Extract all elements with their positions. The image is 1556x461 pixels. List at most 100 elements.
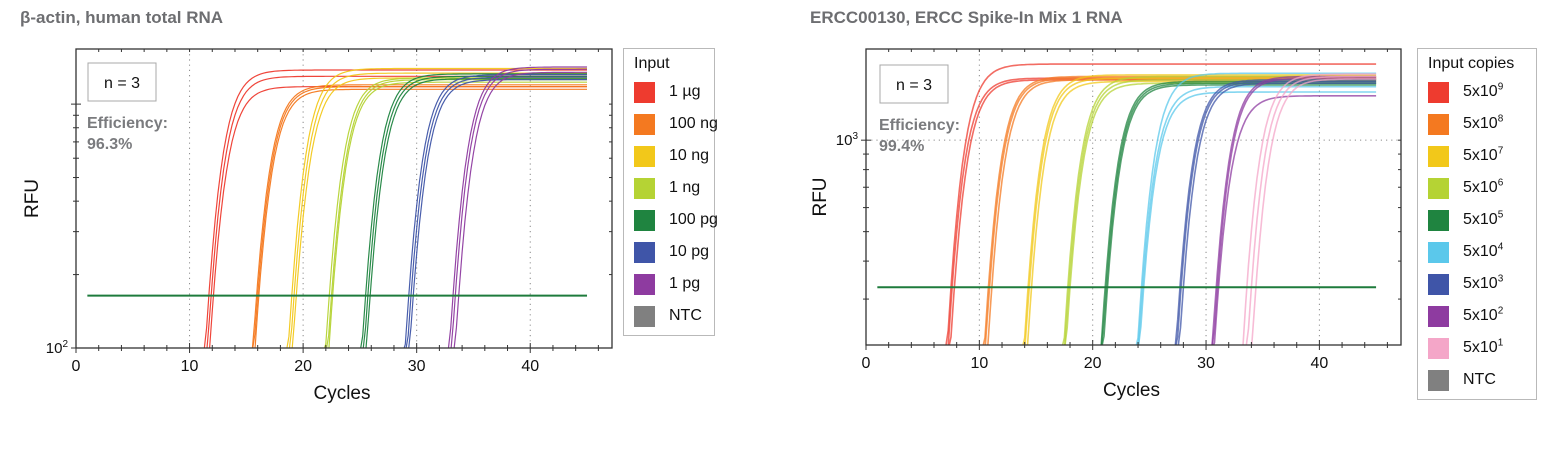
amplification-curve (1245, 75, 1377, 345)
legend-item: 1 pg (634, 268, 704, 300)
legend-item: 100 ng (634, 108, 718, 140)
legend-label: 5x103 (1463, 273, 1504, 292)
legend-swatch (634, 177, 655, 199)
amplification-curve (405, 76, 587, 348)
legend-item: 5x106 (1428, 172, 1526, 204)
amplification-curve (288, 72, 587, 348)
legend-label: 5x104 (1463, 241, 1504, 260)
x-tick-label: 0 (862, 355, 871, 372)
legend-item: 1 ng (634, 172, 704, 204)
amplification-curve (1137, 85, 1377, 345)
curves-group (945, 63, 1377, 345)
right-chart-title: ERCC00130, ERCC Spike-In Mix 1 RNA (810, 8, 1123, 27)
legend-item: 5x108 (1428, 108, 1526, 140)
left-legend: Input 1 µg 100 ng 10 ng 1 ng 100 pg 10 pg 1 pg… (623, 48, 718, 336)
x-tick-label: 0 (72, 358, 81, 375)
amplification-curve (1212, 95, 1377, 345)
amplification-curve (203, 69, 587, 348)
y-tick-label: 102 (46, 339, 69, 357)
efficiency-label: Efficiency: (87, 115, 168, 132)
legend-swatch (1428, 209, 1449, 231)
amplification-curve (254, 88, 587, 348)
amplification-curve (251, 84, 587, 348)
right-legend: Input copies 5x109 5x108 5x107 5x106 5x105 5x… (1417, 48, 1537, 400)
sample-count-label: n = 3 (896, 77, 932, 94)
legend-item: NTC (634, 300, 704, 332)
x-tick-label: 20 (294, 358, 312, 375)
legend-label: 1 ng (669, 179, 701, 196)
x-axis-label: Cycles (313, 383, 370, 404)
amplification-curve (453, 71, 587, 348)
legend-title: Input (634, 55, 670, 72)
legend-swatch (634, 209, 655, 231)
x-tick-label: 10 (970, 355, 988, 372)
legend-item: 1 µg (634, 76, 704, 108)
sample-count-label: n = 3 (104, 75, 140, 92)
legend-swatch (634, 305, 655, 327)
legend-swatch (1428, 369, 1449, 391)
legend-swatch (1428, 81, 1449, 103)
legend-label: 5x105 (1463, 209, 1504, 228)
legend-label: 5x108 (1463, 113, 1504, 132)
y-tick-label: 103 (836, 131, 859, 149)
legend-item: 5x105 (1428, 204, 1526, 236)
y-axis-label: RFU (22, 179, 43, 218)
sample-count-box (87, 62, 157, 102)
amplification-curve (447, 66, 587, 348)
y-axis-label: RFU (810, 177, 831, 216)
amplification-curve (1211, 75, 1377, 345)
legend-swatch (1428, 273, 1449, 295)
legend-title: Input copies (1428, 55, 1515, 72)
x-tick-label: 20 (1084, 355, 1102, 372)
sample-count-box (879, 64, 949, 104)
left-chart-title: β-actin, human total RNA (20, 8, 224, 27)
legend-item: 10 pg (634, 236, 709, 268)
legend-items: 1 µg 100 ng 10 ng 1 ng 100 pg 10 pg 1 pg NTC (634, 76, 718, 332)
legend-item: 5x102 (1428, 300, 1526, 332)
legend-label: 5x101 (1463, 337, 1504, 356)
legend-swatch (1428, 177, 1449, 199)
legend-item: 5x104 (1428, 236, 1526, 268)
legend-label: 10 ng (669, 147, 710, 164)
legend-item: 5x109 (1428, 76, 1526, 108)
legend-label: 5x106 (1463, 177, 1504, 196)
legend-label: 5x109 (1463, 81, 1504, 100)
amplification-curve (323, 77, 587, 348)
legend-item: 100 pg (634, 204, 718, 236)
amplification-curve (945, 63, 1377, 345)
amplification-curve (362, 75, 587, 348)
legend-swatch (634, 81, 655, 103)
legend-items: 5x109 5x108 5x107 5x106 5x105 5x104 5x103 5x102… (1428, 76, 1526, 396)
legend-label: 100 pg (669, 211, 718, 228)
legend-label: NTC (669, 307, 702, 324)
efficiency-value: 99.4% (879, 138, 924, 155)
amplification-curve (286, 67, 587, 348)
x-tick-label: 30 (408, 358, 426, 375)
amplification-curve (1022, 74, 1377, 345)
x-tick-label: 30 (1197, 355, 1215, 372)
amplification-curve (1135, 72, 1377, 345)
legend-label: 5x102 (1463, 305, 1504, 324)
efficiency-label: Efficiency: (879, 117, 960, 134)
legend-swatch (634, 145, 655, 167)
amplification-curve (1250, 78, 1377, 345)
plot-frame (75, 48, 613, 349)
left-chart: 0 10 20 30 40 102 Cycles RFU n = 3 Efficiency: 96.… (22, 48, 613, 404)
legend-label: 10 pg (669, 243, 710, 260)
efficiency-value: 96.3% (87, 136, 132, 153)
legend-label: 1 pg (669, 275, 701, 292)
legend-item: 5x107 (1428, 140, 1526, 172)
amplification-curve (1242, 73, 1377, 345)
amplification-curve (450, 68, 587, 348)
legend-swatch (1428, 241, 1449, 263)
legend-swatch (1428, 305, 1449, 327)
curves-group (203, 66, 587, 348)
legend-swatch (634, 113, 655, 135)
legend-label: NTC (1463, 371, 1496, 388)
amplification-curve (328, 81, 587, 348)
plot-frame (865, 48, 1402, 346)
x-axis-label: Cycles (1103, 380, 1160, 401)
amplification-curve (1211, 77, 1377, 345)
